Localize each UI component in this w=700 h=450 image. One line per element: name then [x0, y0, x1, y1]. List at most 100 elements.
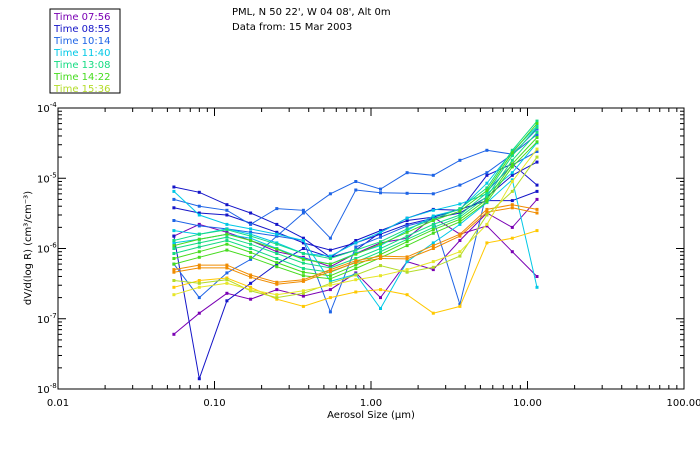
data-point	[275, 288, 279, 292]
data-point	[431, 311, 435, 315]
data-point	[458, 222, 462, 226]
data-point	[510, 199, 514, 203]
data-point	[249, 247, 253, 250]
data-point	[485, 186, 489, 190]
data-point	[275, 247, 279, 251]
data-point	[301, 279, 305, 283]
data-point	[535, 136, 539, 139]
data-point	[405, 224, 409, 228]
data-point	[405, 227, 409, 231]
data-point	[458, 207, 462, 211]
data-point	[172, 185, 176, 189]
data-point	[379, 250, 382, 254]
data-point	[197, 190, 201, 194]
data-point	[510, 225, 514, 229]
data-point	[172, 257, 176, 260]
data-point	[197, 250, 201, 254]
data-point	[172, 241, 176, 245]
data-point	[197, 377, 201, 381]
series-15-36-e	[172, 147, 539, 297]
data-point	[225, 235, 229, 239]
data-point	[275, 293, 279, 297]
data-point	[510, 189, 514, 193]
data-point	[275, 261, 279, 265]
data-point	[510, 203, 514, 207]
data-point	[458, 302, 462, 306]
data-point	[172, 219, 176, 222]
data-point	[510, 250, 514, 254]
data-point	[485, 148, 489, 152]
data-point	[275, 242, 279, 246]
data-point	[458, 209, 462, 213]
data-point	[354, 267, 358, 270]
data-point	[301, 294, 305, 298]
data-point	[197, 245, 201, 249]
data-point	[197, 255, 201, 259]
data-point	[249, 227, 253, 231]
data-point	[301, 236, 305, 240]
x-axis-label: Aerosol Size (μm)	[327, 410, 415, 421]
data-point	[197, 237, 201, 241]
data-point	[249, 211, 253, 215]
data-point	[535, 147, 539, 151]
data-point	[275, 234, 279, 238]
data-point	[510, 180, 514, 183]
data-point	[431, 260, 435, 264]
data-point	[172, 229, 176, 233]
series-15-36-b	[172, 206, 539, 286]
data-point	[431, 173, 435, 177]
data-point	[172, 189, 176, 193]
data-point	[535, 285, 539, 289]
data-point	[379, 240, 382, 244]
data-point	[275, 250, 279, 254]
series-08-55-c	[172, 189, 539, 381]
data-point	[301, 270, 305, 274]
data-point	[535, 150, 539, 153]
data-point	[405, 244, 409, 248]
data-point	[510, 206, 514, 210]
x-tick-label: 0.01	[47, 398, 69, 409]
data-point	[535, 197, 539, 201]
data-point	[301, 239, 305, 242]
data-point	[485, 213, 489, 217]
data-point	[172, 262, 176, 266]
data-point	[172, 285, 176, 289]
data-point	[249, 236, 253, 240]
data-point	[172, 247, 176, 250]
data-point	[328, 192, 332, 196]
data-point	[275, 222, 279, 226]
data-point	[249, 275, 253, 279]
data-point	[197, 296, 201, 300]
data-point	[172, 252, 176, 255]
data-point	[197, 263, 201, 267]
data-point	[535, 229, 539, 233]
data-point	[275, 252, 279, 255]
x-tick-label: 1.00	[360, 398, 382, 409]
data-point	[197, 241, 201, 245]
data-point	[172, 268, 176, 272]
data-point	[197, 311, 201, 315]
data-point	[535, 125, 539, 129]
data-point	[379, 232, 382, 236]
legend-entry-1140: Time 11:40	[53, 48, 110, 59]
data-point	[225, 228, 229, 232]
y-tick-label: 10-8	[37, 382, 57, 396]
data-point	[379, 235, 382, 239]
data-point	[458, 232, 462, 236]
data-point	[172, 234, 176, 238]
data-point	[249, 242, 253, 246]
data-point	[485, 173, 489, 177]
data-point	[172, 239, 176, 242]
data-point	[275, 296, 279, 300]
data-point	[431, 265, 435, 269]
data-point	[172, 332, 176, 336]
data-point	[485, 241, 489, 245]
series-14-22-c	[172, 122, 539, 266]
data-point	[225, 232, 229, 236]
data-point	[354, 259, 358, 263]
data-point	[249, 257, 253, 261]
data-point	[458, 183, 462, 187]
data-point	[485, 197, 489, 201]
data-point	[275, 232, 279, 236]
data-point	[249, 222, 253, 226]
